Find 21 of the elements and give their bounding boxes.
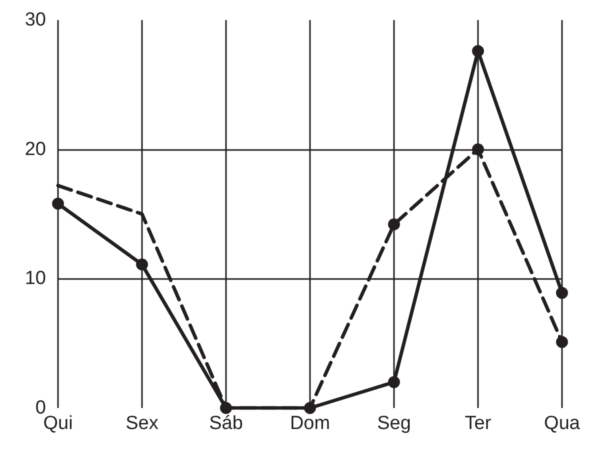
point [220, 402, 232, 414]
y-tick-label: 20 [24, 138, 46, 160]
x-tick-label: Qua [544, 413, 580, 434]
y-tick-label: 0 [35, 398, 46, 418]
point [388, 376, 400, 388]
point [556, 286, 568, 299]
y-tick-label: 10 [24, 268, 46, 290]
x-tick-label: Qui [43, 413, 73, 434]
x-tick-label: Ter [464, 413, 492, 434]
point [388, 218, 400, 230]
point [304, 402, 316, 414]
x-tick-label: Seg [377, 413, 411, 434]
x-tick-label: Dom [290, 413, 330, 434]
x-tick-label: Sex [126, 413, 159, 434]
point [136, 258, 148, 270]
y-tick-label: 30 [24, 10, 46, 30]
point [52, 198, 64, 210]
point [472, 45, 484, 58]
x-tick-label: Sáb [209, 413, 243, 434]
point [556, 336, 568, 348]
point [472, 143, 484, 156]
